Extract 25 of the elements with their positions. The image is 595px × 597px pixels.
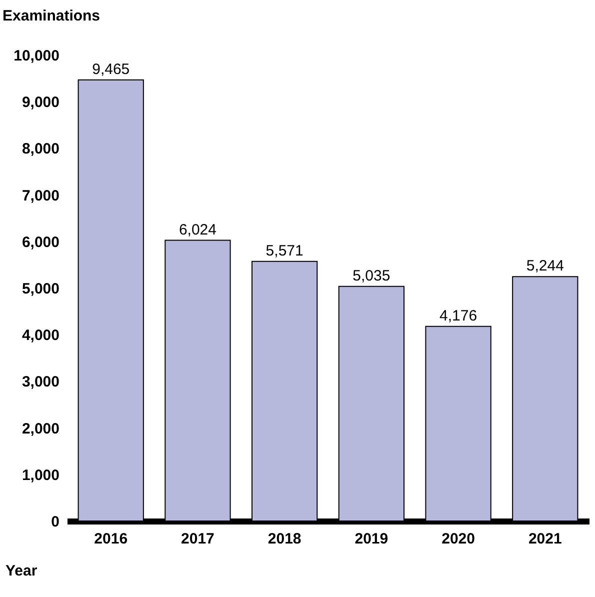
y-tick-label: 1,000 <box>22 466 60 484</box>
x-tick-label: 2021 <box>528 530 562 548</box>
data-label: 5,035 <box>352 267 390 284</box>
x-tick-label: 2017 <box>181 530 214 548</box>
y-tick-label: 0 <box>51 514 60 530</box>
y-tick-label: 6,000 <box>22 234 60 251</box>
y-tick-label: 2,000 <box>22 420 60 438</box>
x-tick-label: 2019 <box>354 530 388 548</box>
data-label: 9,465 <box>92 60 130 78</box>
y-tick-label: 8,000 <box>22 140 60 158</box>
data-label: 6,024 <box>178 221 216 238</box>
y-tick-label: 7,000 <box>22 187 60 204</box>
x-axis-title: Year <box>6 562 38 580</box>
y-tick-label: 3,000 <box>22 374 60 391</box>
x-tick-label: 2016 <box>94 530 128 548</box>
x-tick-label: 2018 <box>268 530 302 548</box>
data-label: 5,571 <box>266 242 304 260</box>
y-axis-title: Examinations <box>2 8 100 24</box>
y-tick-label: 10,000 <box>14 48 60 64</box>
y-tick-label: 4,000 <box>22 327 60 344</box>
x-tick-label: 2020 <box>442 530 475 548</box>
y-tick-label: 9,000 <box>22 94 60 112</box>
data-label: 5,244 <box>526 258 564 275</box>
y-tick-label: 5,000 <box>22 280 60 298</box>
data-label: 4,176 <box>440 307 478 324</box>
